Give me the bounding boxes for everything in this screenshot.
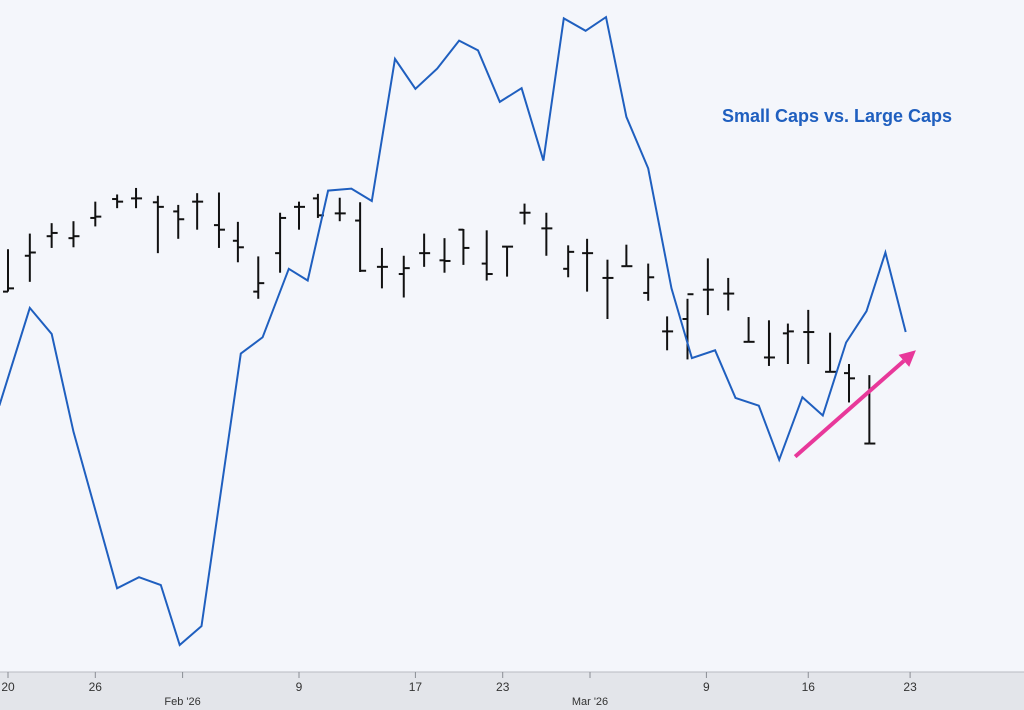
chart-title: Small Caps vs. Large Caps: [722, 106, 952, 126]
ohlc-bar: [621, 244, 633, 268]
ohlc-bar: [458, 228, 470, 265]
x-tick-label: 17: [409, 680, 423, 694]
x-tick-label: 9: [703, 680, 710, 694]
ohlc-bar: [541, 212, 553, 256]
ohlc-bar: [294, 201, 305, 230]
x-axis-band: [0, 672, 1024, 710]
ohlc-bar: [112, 194, 124, 209]
x-tick-label: 23: [903, 680, 917, 694]
x-tick-label: 26: [89, 680, 103, 694]
ohlc-bar: [803, 309, 815, 364]
line-series-path: [0, 15, 907, 647]
plot-background: [0, 0, 1024, 672]
ohlc-bar: [682, 293, 694, 360]
ohlc-bar: [864, 375, 876, 445]
ohlc-bar: [702, 258, 714, 316]
ohlc-bar: [763, 320, 775, 366]
ohlc-bar: [843, 363, 855, 403]
x-axis: 20 26 9 17 23 9 16 23 Feb '26 Mar '26: [1, 672, 917, 708]
x-tick-label: 23: [496, 680, 510, 694]
x-tick-label: 16: [802, 680, 816, 694]
ohlc-bar: [662, 316, 674, 351]
ohlc-bar: [398, 255, 410, 298]
ohlc-bar: [3, 249, 14, 293]
ohlc-bar: [152, 195, 164, 254]
ohlc-bar: [723, 277, 735, 311]
annotation-layer: [793, 350, 916, 459]
ohlc-bar: [782, 323, 794, 364]
ohlc-bar: [376, 247, 388, 289]
ohlc-bar: [563, 245, 575, 278]
ohlc-bars: [3, 187, 876, 445]
ohlc-bar: [582, 238, 594, 292]
trend-arrow: [793, 350, 916, 459]
ohlc-bar: [334, 197, 346, 222]
ohlc-bar: [24, 233, 36, 282]
ohlc-bar: [46, 223, 58, 248]
ohlc-bar: [213, 192, 225, 248]
ohlc-bar: [743, 317, 755, 343]
ohlc-bar: [173, 204, 185, 239]
ohlc-bar: [602, 259, 614, 320]
x-tick-label: 9: [296, 680, 303, 694]
ohlc-bar: [825, 332, 837, 373]
x-month-label: Feb '26: [164, 696, 200, 708]
line-series-layer: [0, 15, 907, 647]
ohlc-bar: [192, 193, 204, 230]
trend-arrow-head: [898, 350, 916, 367]
ohlc-bar: [519, 203, 531, 225]
x-tick-label: 20: [1, 680, 15, 694]
x-month-label: Mar '26: [572, 696, 608, 708]
ohlc-bar: [90, 201, 102, 227]
ohlc-bar: [253, 256, 265, 299]
ohlc-bar: [419, 233, 431, 267]
ohlc-bar: [439, 238, 451, 273]
ohlc-bar: [232, 221, 244, 263]
trend-arrow-shaft: [793, 359, 906, 459]
ohlc-bar: [68, 221, 80, 248]
ohlc-bar: [355, 202, 367, 273]
ohlc-bar: [131, 187, 143, 209]
ohlc-bar: [643, 263, 655, 301]
ohlc-bar: [481, 230, 493, 281]
ohlc-bar: [275, 212, 287, 273]
ohlc-bar: [502, 245, 514, 277]
